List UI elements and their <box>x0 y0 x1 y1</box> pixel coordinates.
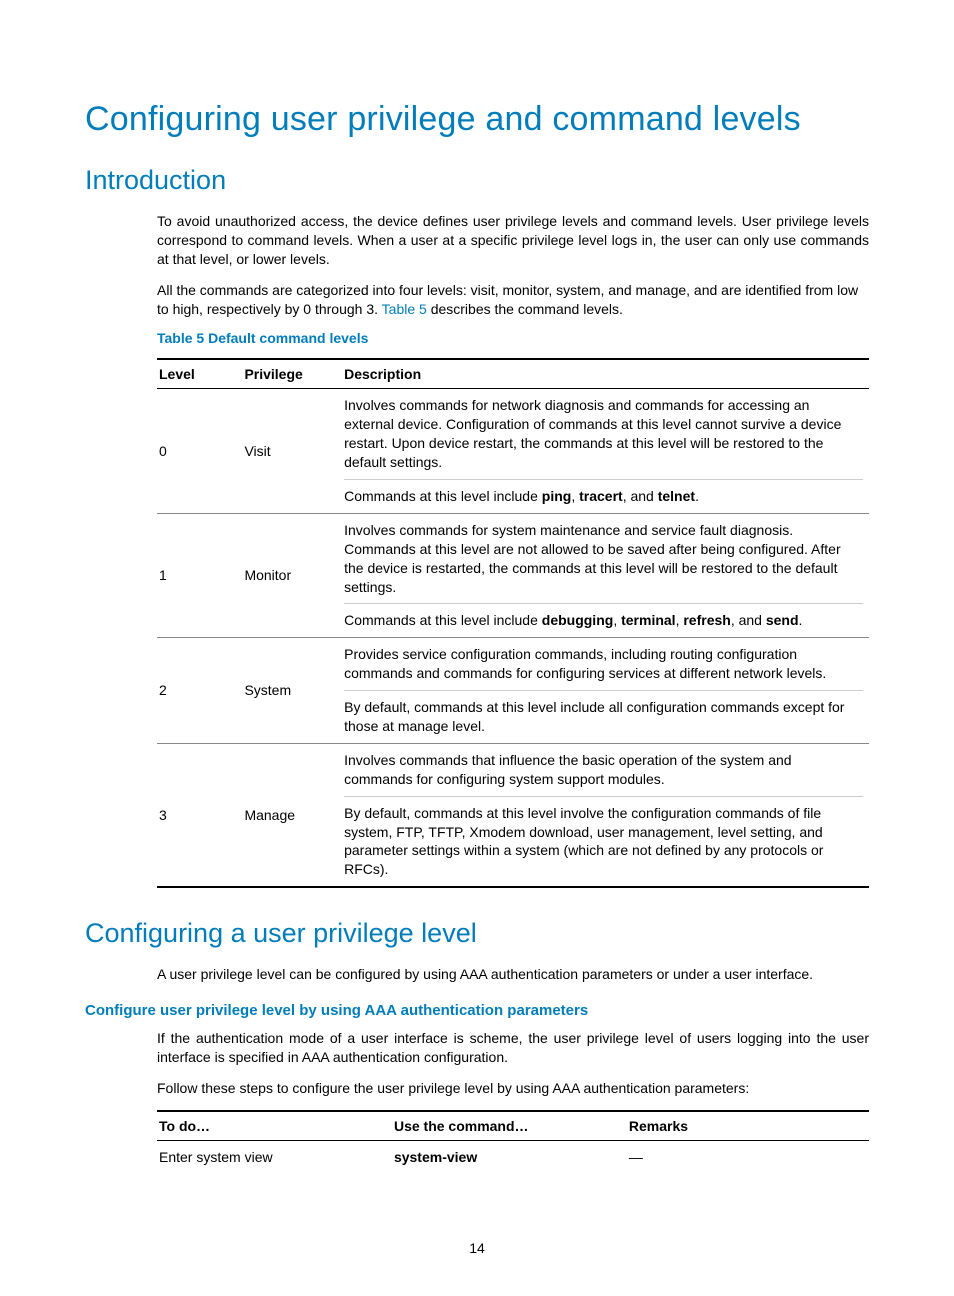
cell-privilege: Visit <box>242 389 342 513</box>
desc-primary: Involves commands for system maintenance… <box>344 521 863 605</box>
cell-command: system-view <box>392 1140 627 1173</box>
desc-secondary: By default, commands at this level inclu… <box>344 691 863 736</box>
col-description: Description <box>342 359 869 389</box>
table-row: 3ManageInvolves commands that influence … <box>157 743 869 887</box>
cell-description: Involves commands for network diagnosis … <box>342 389 869 513</box>
cell-privilege: Manage <box>242 743 342 887</box>
table-row: 2SystemProvides service configuration co… <box>157 638 869 744</box>
intro-paragraph-2: All the commands are categorized into fo… <box>157 281 869 319</box>
cell-description: Involves commands for system maintenance… <box>342 513 869 637</box>
cell-privilege: System <box>242 638 342 744</box>
col-remarks: Remarks <box>627 1111 869 1141</box>
section-heading-introduction: Introduction <box>85 165 869 196</box>
cell-level: 3 <box>157 743 242 887</box>
col-level: Level <box>157 359 242 389</box>
subsection-heading-aaa: Configure user privilege level by using … <box>85 1002 869 1019</box>
desc-primary: Involves commands for network diagnosis … <box>344 396 863 480</box>
page-number: 14 <box>0 1240 954 1256</box>
config-paragraph-3: Follow these steps to configure the user… <box>157 1079 869 1098</box>
desc-primary: Provides service configuration commands,… <box>344 645 863 691</box>
table5-title: Table 5 Default command levels <box>157 330 869 346</box>
cell-privilege: Monitor <box>242 513 342 637</box>
table-header-row: Level Privilege Description <box>157 359 869 389</box>
cell-description: Provides service configuration commands,… <box>342 638 869 744</box>
cell-todo: Enter system view <box>157 1140 392 1173</box>
page-title: Configuring user privilege and command l… <box>85 100 869 139</box>
table-row: Enter system viewsystem-view— <box>157 1140 869 1173</box>
config-paragraph-1: A user privilege level can be configured… <box>157 965 869 984</box>
desc-secondary: Commands at this level include ping, tra… <box>344 480 863 506</box>
col-privilege: Privilege <box>242 359 342 389</box>
table5-link[interactable]: Table 5 <box>382 301 427 317</box>
cell-description: Involves commands that influence the bas… <box>342 743 869 887</box>
table-header-row: To do… Use the command… Remarks <box>157 1111 869 1141</box>
cell-level: 1 <box>157 513 242 637</box>
cell-level: 0 <box>157 389 242 513</box>
table-row: 0VisitInvolves commands for network diag… <box>157 389 869 513</box>
intro-p2-text-b: describes the command levels. <box>427 301 623 317</box>
desc-secondary: By default, commands at this level invol… <box>344 797 863 880</box>
config-paragraph-2: If the authentication mode of a user int… <box>157 1029 869 1067</box>
steps-table: To do… Use the command… Remarks Enter sy… <box>157 1110 869 1174</box>
cell-remarks: — <box>627 1140 869 1173</box>
col-command: Use the command… <box>392 1111 627 1141</box>
table-row: 1MonitorInvolves commands for system mai… <box>157 513 869 637</box>
col-todo: To do… <box>157 1111 392 1141</box>
intro-paragraph-1: To avoid unauthorized access, the device… <box>157 212 869 269</box>
cell-level: 2 <box>157 638 242 744</box>
command-levels-table: Level Privilege Description 0VisitInvolv… <box>157 358 869 888</box>
desc-primary: Involves commands that influence the bas… <box>344 751 863 797</box>
desc-secondary: Commands at this level include debugging… <box>344 604 863 630</box>
section-heading-config-level: Configuring a user privilege level <box>85 918 869 949</box>
